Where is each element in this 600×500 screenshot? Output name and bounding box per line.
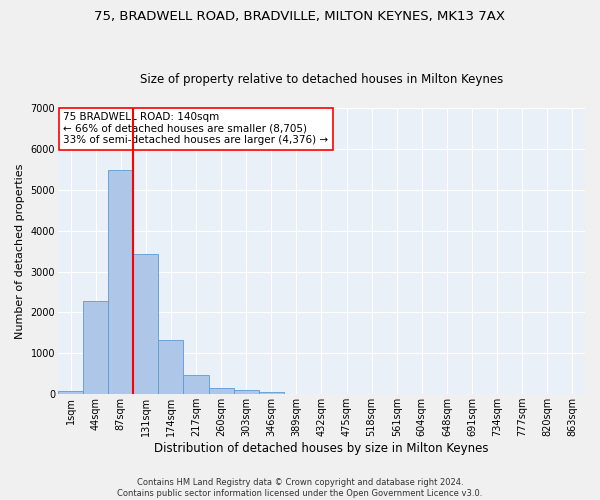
Text: Contains HM Land Registry data © Crown copyright and database right 2024.
Contai: Contains HM Land Registry data © Crown c… [118,478,482,498]
Text: 75 BRADWELL ROAD: 140sqm
← 66% of detached houses are smaller (8,705)
33% of sem: 75 BRADWELL ROAD: 140sqm ← 66% of detach… [63,112,328,146]
Bar [158,340,184,394]
X-axis label: Distribution of detached houses by size in Milton Keynes: Distribution of detached houses by size … [154,442,489,455]
Bar [108,170,133,394]
Bar [259,392,284,394]
Bar [184,376,209,394]
Title: Size of property relative to detached houses in Milton Keynes: Size of property relative to detached ho… [140,73,503,86]
Bar [133,254,158,394]
Text: 75, BRADWELL ROAD, BRADVILLE, MILTON KEYNES, MK13 7AX: 75, BRADWELL ROAD, BRADVILLE, MILTON KEY… [95,10,505,23]
Y-axis label: Number of detached properties: Number of detached properties [15,164,25,339]
Bar [83,301,108,394]
Bar [209,388,233,394]
Bar [58,391,83,394]
Bar [233,390,259,394]
